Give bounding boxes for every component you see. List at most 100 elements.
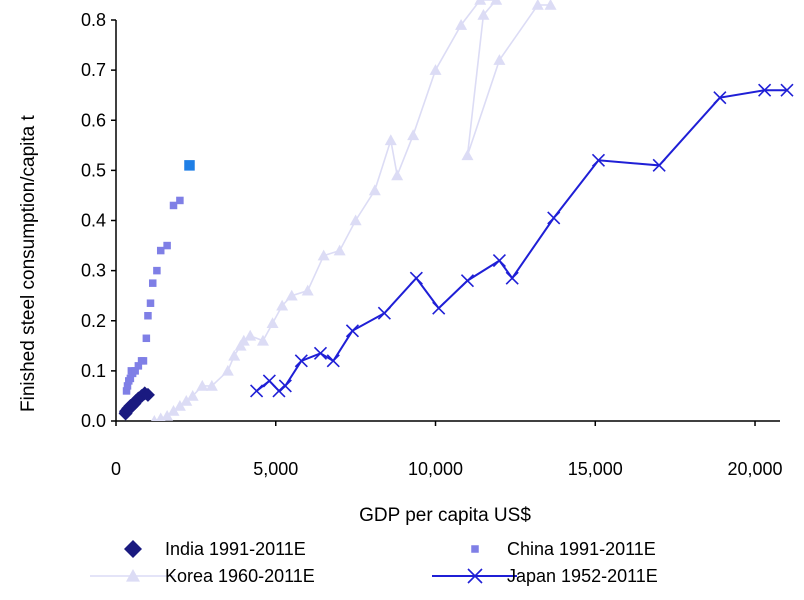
data-point [163,241,171,250]
data-point [544,0,557,10]
data-point [477,8,490,20]
data-point [652,158,666,172]
legend-item: Japan 1952-2011E [432,566,658,586]
series-japan [250,83,794,398]
data-point [313,346,328,360]
data-point [151,415,158,421]
data-point [455,19,468,30]
data-point [140,387,155,402]
data-point [278,379,292,393]
x-tick-label: 0 [111,459,121,479]
data-point [153,266,161,275]
data-point [169,201,178,210]
data-point [474,0,487,5]
data-point [186,389,199,401]
data-point [142,334,151,343]
y-tick-label: 0.5 [81,160,106,180]
x-axis-title: GDP per capita US$ [359,505,531,526]
data-point [429,64,442,75]
data-point [384,134,397,146]
data-point [490,0,503,5]
legend-label: Japan 1952-2011E [507,566,658,586]
data-point [176,196,184,205]
data-point [432,301,446,315]
data-point [505,271,519,285]
data-point [276,299,289,311]
data-point [349,214,362,226]
x-tick-label: 15,000 [568,459,623,479]
data-point [326,354,340,368]
series-china [122,160,195,395]
data-point [780,83,794,97]
x-tick-label: 5,000 [253,459,298,479]
data-point [317,249,330,261]
data-point [156,246,165,255]
data-point [377,306,391,320]
data-point [333,244,346,256]
data-point [493,54,506,65]
data-point [237,334,250,346]
data-point [266,317,279,329]
data-point [228,349,241,361]
data-point [547,211,561,225]
plot-area [118,0,794,421]
legend-marker [467,568,483,584]
x-tick-label: 20,000 [727,459,782,479]
y-tick-label: 0.7 [81,60,106,80]
legend-label: China 1991-2011E [507,539,656,559]
data-point [146,299,155,307]
legend-label: Korea 1960-2011E [165,566,315,586]
legend-item: Korea 1960-2011E [90,566,315,586]
y-tick-label: 0.6 [81,110,106,130]
x-tick-group: 0 5,000 10,000 15,000 20,000 [111,421,783,479]
legend-item: India 1991-2011E [124,539,306,559]
data-point [250,384,264,398]
data-point [161,409,174,421]
data-point [180,394,193,406]
data-point [244,329,257,341]
y-tick-label: 0.0 [81,411,106,431]
data-point [256,334,269,346]
data-point [131,367,139,375]
y-tick-label: 0.4 [81,211,106,231]
data-point [272,384,286,398]
data-point [492,254,506,268]
data-point [460,274,475,288]
data-point [144,311,152,320]
legend-marker [126,569,140,582]
data-point [184,160,195,171]
data-point [345,324,360,338]
data-point [173,399,186,411]
data-point [148,279,157,287]
data-point [531,0,544,10]
y-axis-title: Finished steel consumption/capita t [18,115,39,412]
legend-item: China 1991-2011E [471,539,656,559]
y-tick-label: 0.8 [81,10,106,30]
series-korea [151,0,557,421]
legend-marker [124,540,142,558]
data-point [409,271,423,285]
data-point [205,379,218,391]
series-india [118,386,155,421]
data-point [196,379,209,391]
x-tick-label: 10,000 [408,459,463,479]
data-point [758,83,772,97]
data-point [294,354,308,368]
data-point [391,169,404,181]
data-point [123,382,132,390]
legend: India 1991-2011E China 1991-2011E Korea 19… [90,539,658,586]
data-point [126,374,135,383]
data-point [407,129,420,141]
y-tick-label: 0.1 [81,361,106,381]
data-point [591,153,606,167]
data-point [167,404,180,416]
y-tick-label: 0.2 [81,311,106,331]
legend-label: India 1991-2011E [165,539,306,559]
axes [115,20,780,422]
data-point [713,91,727,105]
data-point [285,289,298,301]
legend-marker [471,545,479,553]
y-tick-group: 0.0 0.1 0.2 0.3 0.4 0.5 0.6 0.7 0.8 [81,10,116,431]
series-line [154,0,551,421]
